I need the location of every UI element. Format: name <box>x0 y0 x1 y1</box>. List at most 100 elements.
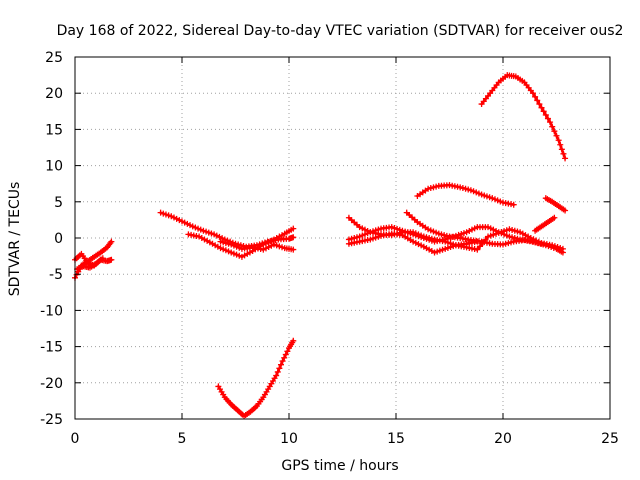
data-point <box>208 230 215 237</box>
data-point <box>487 225 494 232</box>
data-point <box>375 233 382 240</box>
data-point <box>187 222 194 229</box>
data-point <box>475 190 482 197</box>
data-point <box>436 247 443 254</box>
data-point <box>260 241 267 248</box>
data-point <box>222 240 229 247</box>
data-point <box>228 249 235 256</box>
data-point <box>273 372 280 379</box>
data-point <box>281 354 288 361</box>
data-point <box>476 243 483 250</box>
series-track-5 <box>414 182 517 208</box>
data-point <box>467 187 474 194</box>
data-point <box>508 239 515 246</box>
data-point <box>176 217 183 224</box>
data-point <box>470 188 477 195</box>
data-point <box>529 90 536 97</box>
series-track-8 <box>532 214 558 234</box>
data-point <box>213 232 220 239</box>
data-point <box>160 210 167 217</box>
data-point <box>217 245 224 252</box>
data-point <box>503 227 510 234</box>
data-point <box>230 242 237 249</box>
y-axis-label: SDTVAR / TECUs <box>7 182 23 297</box>
data-point <box>181 219 188 226</box>
y-tick-label: -5 <box>49 267 63 283</box>
data-point <box>473 189 480 196</box>
data-point <box>265 238 272 245</box>
data-point <box>162 211 169 218</box>
data-point <box>489 195 496 202</box>
y-tick-label: 5 <box>54 195 63 211</box>
data-point <box>474 246 481 253</box>
data-point <box>490 226 497 233</box>
data-point <box>391 225 398 232</box>
data-point <box>447 244 454 251</box>
data-point <box>284 348 291 355</box>
y-tick-label: -15 <box>40 340 63 356</box>
data-point <box>168 213 175 220</box>
data-point <box>555 137 562 144</box>
data-point <box>511 235 518 241</box>
data-point <box>545 243 552 250</box>
data-point <box>550 244 557 251</box>
data-point <box>442 236 449 243</box>
data-point <box>271 241 278 248</box>
data-point <box>506 233 513 240</box>
data-point <box>388 224 395 231</box>
x-tick-label: 0 <box>71 431 80 447</box>
data-point <box>290 337 297 344</box>
data-point <box>219 235 226 242</box>
y-tick-label: 15 <box>45 122 63 138</box>
data-point <box>423 235 430 242</box>
data-point <box>540 241 547 248</box>
data-point <box>279 244 286 251</box>
data-point <box>511 227 518 234</box>
data-point <box>486 194 493 201</box>
data-point <box>435 230 442 237</box>
data-point <box>372 227 379 234</box>
data-point <box>418 234 425 241</box>
data-point <box>274 368 281 375</box>
series-track-7 <box>478 72 569 162</box>
data-point <box>222 247 229 254</box>
data-point <box>505 240 512 247</box>
y-tick-label: 25 <box>45 50 63 66</box>
data-point <box>268 237 275 244</box>
data-point <box>540 108 547 115</box>
data-series <box>72 72 569 420</box>
chart-title: Day 168 of 2022, Sidereal Day-to-day VTE… <box>57 23 624 39</box>
data-point <box>532 239 539 246</box>
data-point <box>560 150 567 157</box>
data-point <box>460 230 467 237</box>
data-point <box>205 229 212 236</box>
data-point <box>444 244 451 251</box>
data-point <box>220 246 227 253</box>
data-point <box>549 123 556 130</box>
y-tick-label: 10 <box>45 159 63 175</box>
data-point <box>497 198 504 205</box>
data-point <box>487 232 494 239</box>
data-point <box>430 228 437 235</box>
data-point <box>359 225 366 232</box>
data-point <box>478 191 485 198</box>
series-track-2c <box>217 238 297 253</box>
y-tick-label: -20 <box>40 376 63 392</box>
data-point <box>427 185 434 192</box>
data-point <box>428 237 435 244</box>
data-point <box>228 241 235 248</box>
data-point <box>485 224 492 231</box>
data-point <box>184 220 191 227</box>
data-point <box>551 214 558 221</box>
data-point <box>434 248 441 255</box>
data-point <box>268 242 275 249</box>
data-point <box>165 212 172 219</box>
data-point <box>559 249 566 256</box>
data-point <box>290 234 297 241</box>
x-tick-label: 5 <box>178 431 187 447</box>
y-tick-labels: -25 -20 -15 -10 -5 0 5 10 15 20 25 <box>40 50 63 428</box>
data-point <box>279 358 286 365</box>
data-point <box>544 115 551 122</box>
data-point <box>426 236 433 243</box>
